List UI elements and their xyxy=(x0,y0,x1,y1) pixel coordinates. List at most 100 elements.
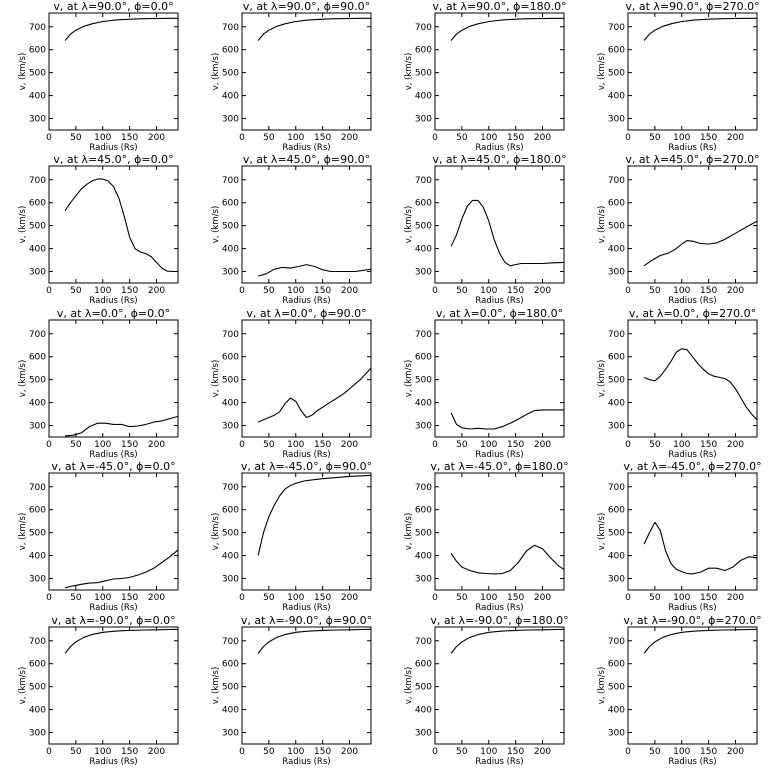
series-line xyxy=(64,549,179,589)
panel-title: v, at λ=-90.0°, ϕ=90.0° xyxy=(241,614,372,627)
x-tick-label: 100 xyxy=(287,440,304,450)
y-axis-label: v, (km/s) xyxy=(597,513,607,551)
plot-frame xyxy=(434,12,565,131)
panel: v, at λ=-45.0°, ϕ=180.0° 0 50 100 150 200 300 4… xyxy=(404,460,569,613)
y-tick-label: 300 xyxy=(608,729,625,739)
y-axis-label: v, (km/s) xyxy=(404,360,414,398)
y-tick-label: 300 xyxy=(222,729,239,739)
y-tick-label: 700 xyxy=(415,176,432,186)
y-tick-label: 400 xyxy=(222,552,239,562)
x-tick-label: 0 xyxy=(239,440,245,450)
panel: v, at λ=90.0°, ϕ=180.0° 0 50 100 150 200 300 40… xyxy=(404,0,567,153)
panel-title: v, at λ=0.0°, ϕ=90.0° xyxy=(246,307,366,320)
panel: v, at λ=-45.0°, ϕ=0.0° 0 50 100 150 200 300 400… xyxy=(18,460,179,613)
y-tick-label: 700 xyxy=(29,330,46,340)
x-tick-label: 100 xyxy=(94,133,111,143)
y-tick-label: 600 xyxy=(608,506,625,516)
x-tick-label: 50 xyxy=(649,747,661,757)
x-tick-label: 100 xyxy=(287,133,304,143)
y-tick-label: 400 xyxy=(415,399,432,409)
x-tick-label: 50 xyxy=(70,440,82,450)
y-tick-label: 300 xyxy=(29,115,46,125)
x-tick-label: 150 xyxy=(700,286,717,296)
panel-title: v, at λ=45.0°, ϕ=180.0° xyxy=(432,153,566,166)
x-tick-label: 150 xyxy=(700,747,717,757)
panel-title: v, at λ=45.0°, ϕ=270.0° xyxy=(625,153,759,166)
x-tick-label: 200 xyxy=(727,747,744,757)
y-axis-label: v, (km/s) xyxy=(597,360,607,398)
panel: v, at λ=-45.0°, ϕ=90.0° 0 50 100 150 200 300 40… xyxy=(211,460,372,613)
x-tick-label: 100 xyxy=(94,440,111,450)
x-tick-label: 150 xyxy=(314,133,331,143)
x-tick-label: 200 xyxy=(534,747,551,757)
y-tick-label: 400 xyxy=(29,706,46,716)
panel-title: v, at λ=45.0°, ϕ=90.0° xyxy=(243,153,370,166)
panel: v, at λ=45.0°, ϕ=270.0° 0 50 100 150 200 300 40… xyxy=(597,153,760,306)
x-axis-label: Radius (Rs) xyxy=(282,143,330,153)
plot-frame xyxy=(48,626,179,745)
y-tick-label: 600 xyxy=(222,506,239,516)
y-tick-label: 500 xyxy=(608,222,625,232)
y-tick-label: 300 xyxy=(415,422,432,432)
y-tick-label: 300 xyxy=(415,268,432,278)
x-tick-label: 100 xyxy=(480,286,497,296)
x-tick-label: 200 xyxy=(727,133,744,143)
y-tick-label: 500 xyxy=(608,683,625,693)
y-tick-label: 600 xyxy=(608,353,625,363)
y-tick-label: 500 xyxy=(29,69,46,79)
y-tick-label: 500 xyxy=(608,69,625,79)
y-tick-label: 600 xyxy=(29,660,46,670)
series-line xyxy=(450,409,564,430)
y-tick-label: 300 xyxy=(29,268,46,278)
x-tick-label: 0 xyxy=(46,747,52,757)
y-tick-label: 600 xyxy=(415,506,432,516)
panel: v, at λ=45.0°, ϕ=90.0° 0 50 100 150 200 300 400… xyxy=(211,153,372,306)
y-tick-label: 700 xyxy=(415,483,432,493)
y-axis-label: v, (km/s) xyxy=(18,667,28,705)
series-line xyxy=(257,17,371,41)
x-axis-label: Radius (Rs) xyxy=(668,757,716,767)
panel-title: v, at λ=-90.0°, ϕ=0.0° xyxy=(51,614,175,627)
y-axis-label: v, (km/s) xyxy=(404,513,414,551)
y-tick-label: 700 xyxy=(415,330,432,340)
panel: v, at λ=-90.0°, ϕ=270.0° 0 50 100 150 200 300 4… xyxy=(597,614,762,767)
x-tick-label: 100 xyxy=(287,747,304,757)
x-tick-label: 0 xyxy=(432,747,438,757)
y-tick-label: 300 xyxy=(608,422,625,432)
y-tick-label: 500 xyxy=(415,529,432,539)
y-tick-label: 700 xyxy=(222,176,239,186)
y-tick-label: 300 xyxy=(29,729,46,739)
y-tick-label: 700 xyxy=(29,23,46,33)
x-tick-label: 0 xyxy=(625,440,631,450)
y-tick-label: 600 xyxy=(29,353,46,363)
x-tick-label: 100 xyxy=(673,133,690,143)
y-tick-label: 400 xyxy=(222,245,239,255)
x-axis-label: Radius (Rs) xyxy=(475,450,523,460)
y-axis-label: v, (km/s) xyxy=(211,360,221,398)
x-tick-label: 150 xyxy=(507,286,524,296)
y-tick-label: 300 xyxy=(222,422,239,432)
x-axis-label: Radius (Rs) xyxy=(668,143,716,153)
y-tick-label: 600 xyxy=(222,199,239,209)
y-tick-label: 500 xyxy=(222,683,239,693)
x-axis-label: Radius (Rs) xyxy=(282,296,330,306)
x-tick-label: 200 xyxy=(341,747,358,757)
plot-frame xyxy=(48,319,179,438)
x-tick-label: 50 xyxy=(263,747,275,757)
series-line xyxy=(64,628,179,654)
panel-title: v, at λ=-45.0°, ϕ=270.0° xyxy=(623,460,761,473)
x-tick-label: 50 xyxy=(70,133,82,143)
panel-title: v, at λ=45.0°, ϕ=0.0° xyxy=(53,153,173,166)
y-tick-label: 700 xyxy=(415,637,432,647)
y-tick-label: 700 xyxy=(222,330,239,340)
x-tick-label: 150 xyxy=(507,747,524,757)
y-tick-label: 500 xyxy=(415,683,432,693)
plot-frame xyxy=(48,165,179,284)
y-tick-label: 300 xyxy=(415,729,432,739)
panel-title: v, at λ=90.0°, ϕ=180.0° xyxy=(432,0,566,13)
y-tick-label: 500 xyxy=(222,69,239,79)
plot-frame xyxy=(241,319,372,438)
panel-title: v, at λ=0.0°, ϕ=0.0° xyxy=(57,307,170,320)
x-tick-label: 100 xyxy=(94,286,111,296)
